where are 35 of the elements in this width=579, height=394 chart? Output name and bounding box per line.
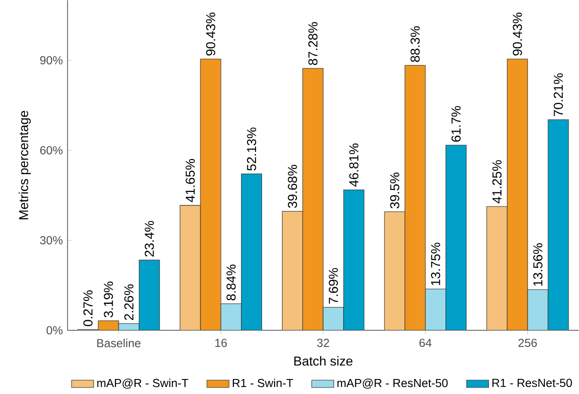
y-tick-label: 60% (40, 146, 63, 154)
legend-label: mAP@R - ResNet-50 (337, 378, 448, 389)
data-label: 41.65% (186, 158, 195, 202)
x-tick-label: 16 (215, 338, 227, 347)
data-label: 70.21% (554, 73, 563, 116)
data-label: 87.28% (308, 22, 318, 65)
data-label: 52.13% (246, 128, 256, 170)
data-label: 2.26% (124, 284, 134, 320)
data-label: 39.68% (288, 164, 298, 208)
legend-label: R1 - ResNet-50 (492, 378, 572, 387)
data-label: 46.81% (349, 143, 358, 187)
x-tick-label: Baseline (97, 338, 140, 348)
y-tick-label: 90% (40, 56, 63, 64)
data-label: 13.56% (533, 243, 542, 286)
y-tick-label: 30% (40, 236, 63, 244)
data-label: 23.4% (144, 220, 154, 256)
x-tick-label: 256 (518, 338, 537, 347)
data-label: 13.75% (431, 242, 440, 286)
legend-label: R1 - Swin-T (232, 378, 294, 388)
data-label: 61.7% (451, 106, 461, 142)
y-axis-title: Metrics percentage (18, 110, 31, 220)
data-label: 8.84% (226, 264, 236, 300)
y-tick-label: 0% (46, 326, 63, 334)
data-label: 88.3% (410, 26, 420, 62)
data-label: 7.69% (328, 268, 338, 304)
data-label: 41.25% (492, 160, 502, 204)
data-label: 0.27% (83, 290, 93, 326)
x-tick-label: 64 (419, 338, 432, 347)
data-label: 90.43% (512, 12, 522, 56)
x-axis-title: Batch size (294, 356, 352, 366)
data-label: 90.43% (206, 12, 216, 56)
data-label: 3.19% (104, 282, 114, 318)
x-tick-label: 32 (317, 338, 330, 347)
data-label: 39.5% (390, 172, 400, 208)
legend-label: mAP@R - Swin-T (97, 378, 188, 389)
